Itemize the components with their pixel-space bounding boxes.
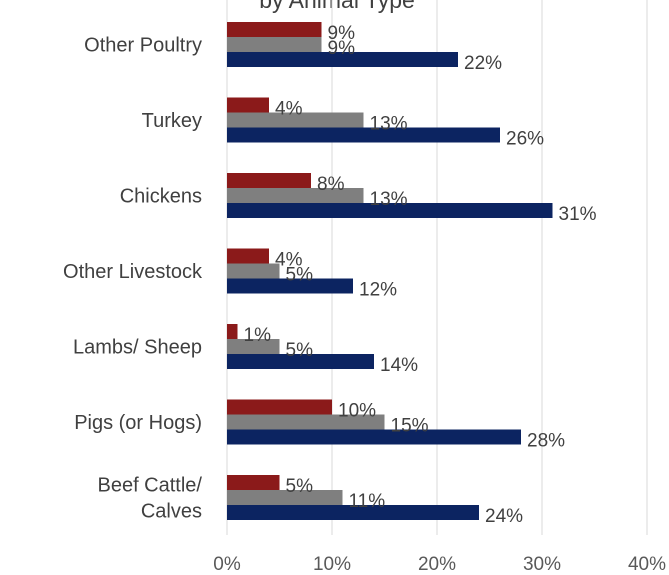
data-label: 4% [275,250,303,271]
bar [227,490,343,505]
data-label: 5% [286,476,314,497]
x-tick-label: 30% [523,554,561,575]
category-label: Other Poultry [84,35,202,57]
category-label: Pigs (or Hogs) [74,412,202,434]
bar [227,339,280,354]
bar [227,37,322,52]
bar [227,188,364,203]
data-label: 15% [391,416,429,437]
grid-layer [226,0,648,535]
bar [227,505,479,520]
data-label: 22% [464,53,502,74]
bar [227,203,553,218]
category-label: Beef Cattle/ [97,475,202,497]
x-tick-label: 20% [418,554,456,575]
bar [227,112,364,128]
data-label: 5% [286,340,314,361]
category-label: Other Livestock [63,261,203,283]
data-label: 28% [527,431,565,452]
data-label: 26% [506,129,544,150]
data-label: 1% [244,325,272,346]
bar [227,52,458,67]
data-label: 14% [380,355,418,376]
data-labels-layer: 9%9%22%4%13%26%8%13%31%4%5%12%1%5%14%10%… [244,23,597,527]
bar [227,414,385,430]
bars-layer [227,22,553,520]
bar [227,399,332,415]
data-label: 8% [317,174,345,195]
data-label: 31% [559,204,597,225]
data-label: 10% [338,401,376,422]
category-label: Calves [141,501,202,523]
x-tick-label: 40% [628,554,666,575]
data-label: 4% [275,99,303,120]
x-tick-label: 0% [213,554,241,575]
bar [227,354,374,369]
chart-title: by Animal Type [259,0,415,13]
data-label: 13% [370,114,408,135]
x-tick-labels-layer: 0% 10% 20% 30% 40% [213,554,666,575]
data-label: 13% [370,189,408,210]
bar [227,173,311,188]
bar [227,475,280,490]
bar [227,248,269,264]
category-label: Lambs/ Sheep [73,337,202,359]
data-label: 12% [359,280,397,301]
bar [227,263,280,279]
data-label: 5% [286,265,314,286]
x-tick-label: 10% [313,554,351,575]
bar [227,127,500,143]
bar [227,429,521,445]
category-label: Turkey [142,110,202,132]
data-label: 11% [349,491,386,512]
bar [227,97,269,113]
data-label: 9% [328,23,356,44]
data-label: 9% [328,38,356,59]
category-label: Chickens [120,186,202,208]
bar [227,278,353,294]
data-label: 24% [485,506,523,527]
category-labels-layer: Other Poultry Turkey Chickens Other Livesto… [63,35,203,523]
bar [227,22,322,37]
bar [227,324,238,339]
